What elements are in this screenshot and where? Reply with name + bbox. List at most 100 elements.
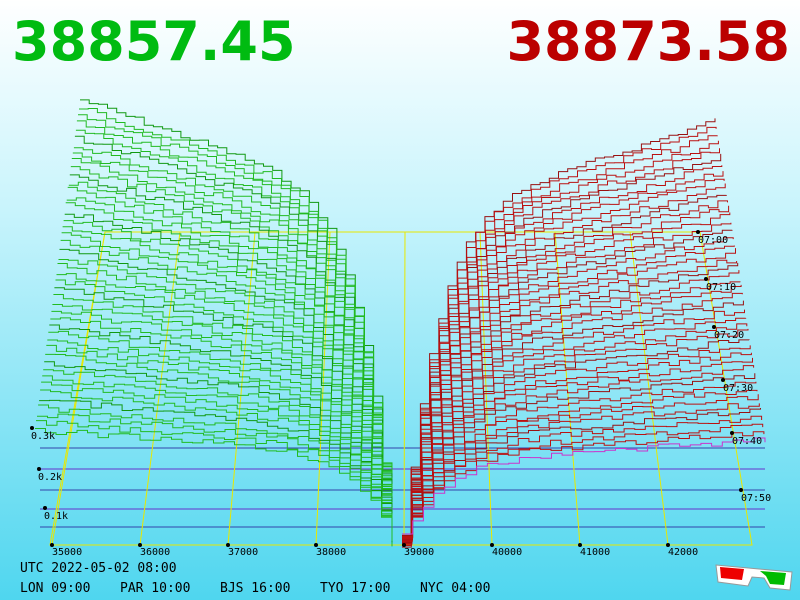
clock: LON 09:00 <box>20 581 90 596</box>
bid-depth-line <box>39 399 393 539</box>
tick-dot <box>402 543 406 547</box>
bid-depth-line <box>57 263 393 543</box>
tick-dot <box>666 543 670 547</box>
floor-line <box>479 231 493 546</box>
bid-depth-line <box>78 114 393 547</box>
bid-depth-line <box>54 287 393 543</box>
ask-depth-line <box>402 403 760 539</box>
tick-dot <box>721 378 725 382</box>
bid-depth-line <box>43 369 393 537</box>
price-label: 41000 <box>580 547 610 558</box>
tick-dot <box>37 467 41 471</box>
bid-depth-line <box>74 135 393 544</box>
clock: BJS 16:00 <box>220 581 290 596</box>
bid-depth-line <box>63 220 393 540</box>
time-label: 07:50 <box>741 493 771 504</box>
floor-line <box>554 231 581 546</box>
floor-line <box>139 231 181 546</box>
bid-depth-line <box>59 248 393 539</box>
floor-line <box>51 231 106 546</box>
time-label: 07:10 <box>706 282 736 293</box>
tick-dot <box>696 230 700 234</box>
bid-depth-line <box>50 317 393 540</box>
bid-depth-line <box>36 420 393 537</box>
time-label: 07:00 <box>698 235 728 246</box>
bid-depth-line <box>45 353 393 540</box>
price-label: 37000 <box>228 547 258 558</box>
glasses-icon <box>715 564 793 591</box>
bid-depth-line <box>73 147 393 546</box>
axis-labels: 35000 36000 37000 38000 39000 40000 41000 42000… <box>20 230 771 596</box>
tick-dot <box>314 543 318 547</box>
tick-dot <box>490 543 494 547</box>
tick-dot <box>704 277 708 281</box>
tick-dot <box>226 543 230 547</box>
bid-depth-line <box>62 226 393 542</box>
bid-depth-line <box>66 197 393 541</box>
price-label: 36000 <box>140 547 170 558</box>
tick-dot <box>43 506 47 510</box>
time-label: 07:20 <box>714 330 744 341</box>
volume-label: 0.1k <box>44 511 68 522</box>
bid-depth-line <box>37 413 393 539</box>
tick-dot <box>138 543 142 547</box>
bid-depth-line <box>72 152 393 541</box>
bid-depth-line <box>41 381 393 541</box>
tick-dot <box>578 543 582 547</box>
tick-dot <box>730 431 734 435</box>
floor-line <box>315 231 331 546</box>
bid-depth-line <box>56 273 393 542</box>
bid-depth-line <box>38 404 393 538</box>
price-label: 38000 <box>316 547 346 558</box>
bid-depth-line <box>79 108 393 542</box>
ask-depth-line <box>402 437 766 535</box>
bid-depth-line <box>61 232 393 542</box>
bid-depth-line <box>80 99 393 545</box>
bid-depth-line <box>42 375 393 541</box>
bid-depth-line <box>51 310 393 542</box>
floor-line <box>227 231 256 546</box>
time-label: 07:30 <box>723 383 753 394</box>
tick-dot <box>712 325 716 329</box>
ask-depth-line <box>402 381 757 537</box>
bid-depth-line <box>47 339 393 538</box>
tick-dot <box>739 488 743 492</box>
bid-depth-line <box>55 279 393 541</box>
ask-price: 38873.58 <box>506 10 790 73</box>
tick-dot <box>30 426 34 430</box>
clock: NYC 04:00 <box>420 581 490 596</box>
bid-depth-line <box>70 166 393 541</box>
time-label: 07:40 <box>732 436 762 447</box>
volume-label: 0.3k <box>31 431 55 442</box>
floor-line <box>403 231 406 546</box>
price-label: 39000 <box>404 547 434 558</box>
volume-label: 0.2k <box>38 472 62 483</box>
tick-dot <box>50 543 54 547</box>
price-label: 35000 <box>52 547 82 558</box>
bid-depth-line <box>49 324 393 543</box>
ask-depth-line <box>402 431 765 538</box>
depth-surface <box>35 99 766 548</box>
ask-depth-line <box>402 408 761 536</box>
bid-depth-line <box>44 361 393 538</box>
bid-depth-line <box>60 239 393 543</box>
bid-depth-line <box>68 181 393 543</box>
bid-depth-line <box>75 129 393 545</box>
bid-depth-line <box>65 202 393 541</box>
bid-depth-line <box>46 344 393 537</box>
bid-price: 38857.45 <box>12 10 296 73</box>
bid-depth-line <box>40 389 393 541</box>
utc-time: UTC 2022-05-02 08:00 <box>20 561 177 576</box>
price-label: 40000 <box>492 547 522 558</box>
bid-depth-line <box>35 428 393 539</box>
bid-depth-line <box>64 213 393 544</box>
ask-depth-line <box>402 423 764 538</box>
bid-depth-line <box>58 259 393 544</box>
bid-depth-line <box>48 330 393 538</box>
clock: TYO 17:00 <box>320 581 390 596</box>
bid-depth-line <box>76 120 393 545</box>
price-label: 42000 <box>668 547 698 558</box>
clock: PAR 10:00 <box>120 581 190 596</box>
